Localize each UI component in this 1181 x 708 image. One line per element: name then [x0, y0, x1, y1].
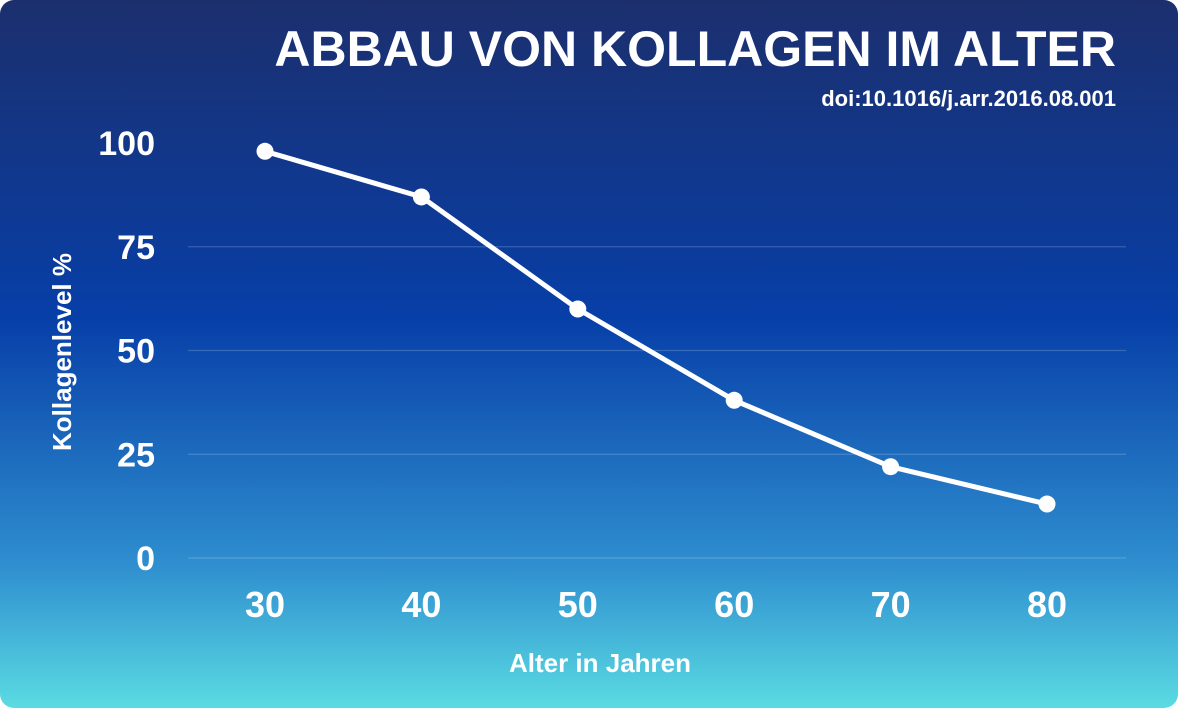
y-tick-label: 25 [117, 436, 155, 474]
data-point [256, 142, 274, 160]
data-point [725, 391, 743, 409]
chart-subtitle: doi:10.1016/j.arr.2016.08.001 [821, 86, 1116, 111]
y-axis-ticks: 0 25 50 75 100 [98, 125, 155, 578]
x-axis-label: Alter in Jahren [509, 648, 691, 678]
data-point [1038, 495, 1056, 513]
data-point [569, 300, 587, 318]
x-tick-label: 40 [401, 584, 441, 625]
x-tick-label: 70 [871, 584, 911, 625]
x-axis-ticks: 30 40 50 60 70 80 [245, 584, 1067, 625]
series-line [262, 148, 1050, 507]
grid-lines [188, 246, 1126, 559]
y-tick-label: 100 [98, 125, 155, 163]
data-point [882, 458, 900, 476]
chart-title: ABBAU VON KOLLAGEN IM ALTER [274, 21, 1116, 77]
data-points [256, 142, 1056, 513]
x-tick-label: 50 [558, 584, 598, 625]
data-point [412, 188, 430, 206]
y-tick-label: 0 [136, 540, 155, 578]
x-tick-label: 80 [1027, 584, 1067, 625]
x-tick-label: 30 [245, 584, 285, 625]
y-axis-label: Kollagenlevel % [47, 253, 77, 451]
y-tick-label: 75 [117, 229, 155, 267]
x-tick-label: 60 [714, 584, 754, 625]
y-tick-label: 50 [117, 333, 155, 371]
